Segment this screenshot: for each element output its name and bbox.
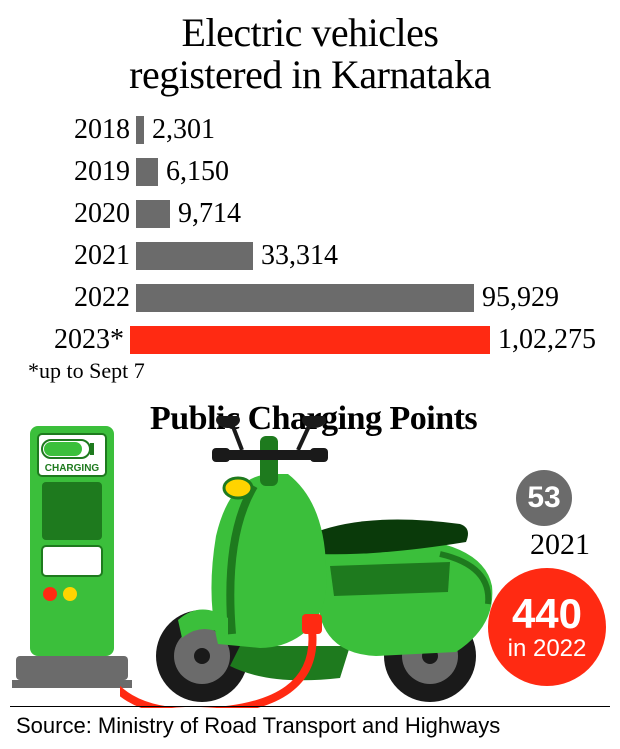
chart-row: 2022 95,929 <box>24 278 596 318</box>
ev-bar-chart: 20182,30120196,15020209,714202133,314202… <box>0 104 620 360</box>
charging-section: Public Charging Points CHARGING <box>0 400 620 708</box>
chart-value: 2,301 <box>144 114 215 146</box>
chart-value: 9,714 <box>170 198 241 230</box>
charging-2021-badge: 53 <box>516 470 572 526</box>
chart-value: 95,929 <box>474 282 559 314</box>
chart-footnote: *up to Sept 7 <box>0 358 620 384</box>
chart-value: 1,02,275 <box>490 324 596 356</box>
chart-bar-wrap: 33,314 <box>136 241 596 271</box>
chart-year: 2020 <box>24 198 136 230</box>
chart-bar <box>136 200 170 228</box>
charger-illustration: CHARGING <box>12 416 132 706</box>
chart-bar <box>136 158 158 186</box>
title-line1: Electric vehicles <box>182 10 439 55</box>
chart-bar-wrap: 6,150 <box>136 157 596 187</box>
charging-2022-year: in 2022 <box>508 637 587 661</box>
chart-bar <box>136 242 253 270</box>
title-line2: registered in Karnataka <box>129 52 491 97</box>
chart-year: 2022 <box>24 282 136 314</box>
divider <box>10 706 610 707</box>
chart-bar-wrap: 2,301 <box>136 115 596 145</box>
chart-row: 2023* 1,02,275 <box>24 320 596 360</box>
page-title: Electric vehicles registered in Karnatak… <box>0 0 620 104</box>
chart-bar-wrap: 9,714 <box>136 199 596 229</box>
chart-row: 2020 9,714 <box>24 194 596 234</box>
charging-2022-badge: 440 in 2022 <box>488 568 606 686</box>
source-line: Source: Ministry of Road Transport and H… <box>16 713 500 739</box>
chart-row: 20182,301 <box>24 110 596 150</box>
chart-bar-wrap: 1,02,275 <box>130 325 596 355</box>
chart-row: 2021 33,314 <box>24 236 596 276</box>
chart-year: 2019 <box>24 156 136 188</box>
chart-value: 33,314 <box>253 240 338 272</box>
chart-bar <box>130 326 490 354</box>
chart-year: 2023* <box>24 324 130 356</box>
charging-2021-year: 2021 <box>530 528 590 562</box>
chart-bar <box>136 284 474 312</box>
charging-2022-value: 440 <box>512 593 582 635</box>
scooter-illustration <box>120 416 520 708</box>
chart-bar-wrap: 95,929 <box>136 283 596 313</box>
chart-bar <box>136 116 144 144</box>
chart-year: 2018 <box>24 114 136 146</box>
charging-2021-value: 53 <box>527 481 560 515</box>
chart-value: 6,150 <box>158 156 229 188</box>
chart-year: 2021 <box>24 240 136 272</box>
chart-row: 2019 6,150 <box>24 152 596 192</box>
svg-text:CHARGING: CHARGING <box>45 463 100 474</box>
